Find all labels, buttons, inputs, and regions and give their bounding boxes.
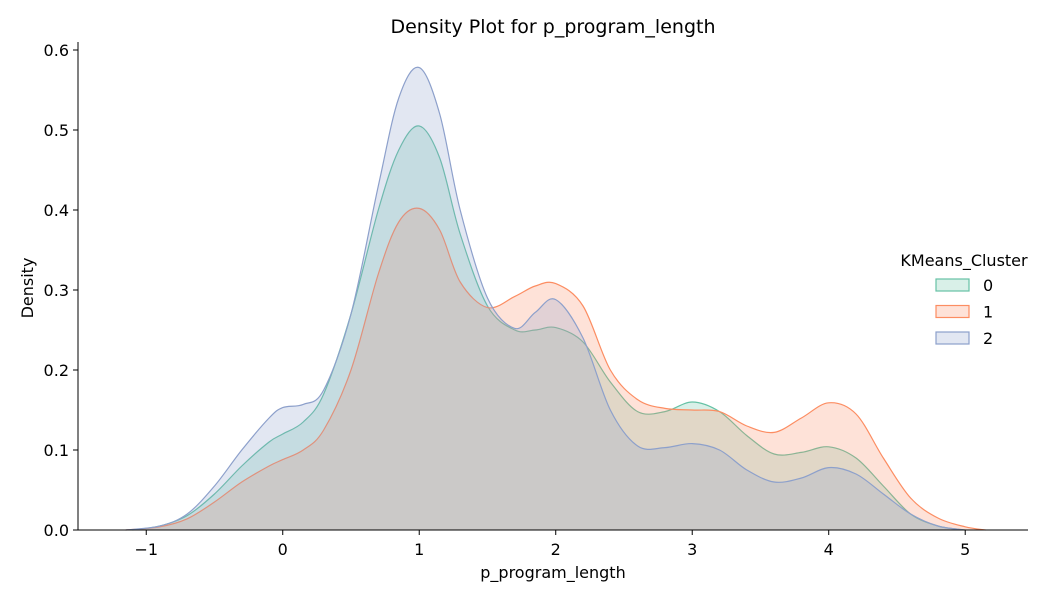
y-axis-label: Density: [18, 258, 37, 319]
x-ticks: −1 0 1 2 3 4 5: [134, 530, 970, 559]
x-tick-label: 5: [960, 540, 970, 559]
density-line-cluster-2: [125, 66, 966, 531]
x-axis-label: p_program_length: [480, 563, 625, 583]
x-tick-label: 4: [824, 540, 834, 559]
legend: KMeans_Cluster 0 1 2: [900, 251, 1028, 348]
legend-label-cluster-1: 1: [983, 303, 993, 322]
density-area-cluster-2: [125, 67, 966, 530]
y-tick-label: 0.4: [44, 201, 69, 220]
legend-swatch-cluster-2: [935, 331, 970, 345]
legend-label-cluster-0: 0: [983, 276, 993, 295]
y-tick-label: 0.3: [44, 281, 69, 300]
legend-items: 0 1 2: [935, 276, 993, 348]
x-tick-label: 3: [687, 540, 697, 559]
x-tick-label: −1: [134, 540, 158, 559]
density-area-cluster-0: [132, 125, 966, 531]
y-tick-label: 0.6: [44, 41, 69, 60]
y-tick-label: 0.2: [44, 361, 69, 380]
density-areas: [125, 66, 986, 531]
y-ticks: 0.0 0.1 0.2 0.3 0.4 0.5 0.6: [44, 41, 78, 540]
chart-title: Density Plot for p_program_length: [390, 16, 715, 38]
legend-swatch-cluster-0: [935, 278, 970, 292]
x-tick-label: 2: [551, 540, 561, 559]
legend-label-cluster-2: 2: [983, 329, 993, 348]
legend-swatch-cluster-1: [935, 304, 970, 319]
legend-title: KMeans_Cluster: [900, 251, 1028, 271]
y-tick-label: 0.0: [44, 521, 69, 540]
axes: [77, 42, 1028, 531]
x-tick-label: 0: [278, 540, 288, 559]
y-tick-label: 0.1: [44, 441, 69, 460]
density-area-cluster-1: [125, 208, 986, 530]
x-tick-label: 1: [414, 540, 424, 559]
density-line-cluster-0: [132, 125, 966, 531]
density-line-cluster-1: [125, 207, 986, 531]
y-tick-label: 0.5: [44, 121, 69, 140]
